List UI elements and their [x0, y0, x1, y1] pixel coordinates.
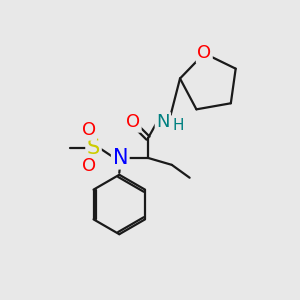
Text: O: O [82, 121, 96, 139]
Text: H: H [173, 118, 184, 133]
Text: O: O [82, 157, 96, 175]
Text: N: N [156, 113, 169, 131]
Text: O: O [197, 44, 211, 62]
Text: S: S [87, 138, 100, 158]
Text: N: N [112, 148, 128, 168]
Text: O: O [126, 113, 140, 131]
